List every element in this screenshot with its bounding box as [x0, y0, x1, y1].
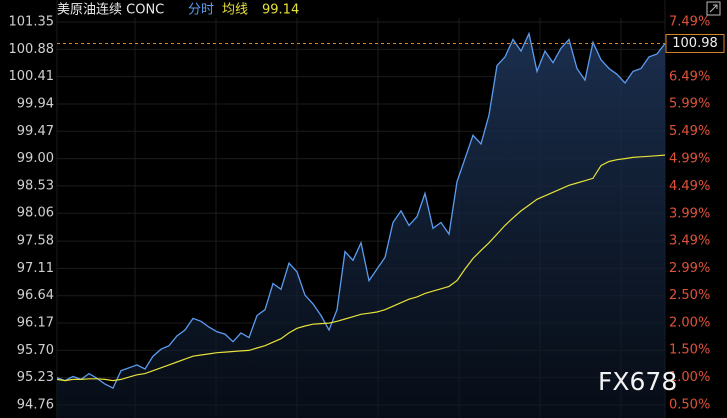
- price-area: [57, 33, 665, 418]
- y-tick-label: 97.58: [17, 234, 54, 249]
- y2-tick-label: 0.50%: [669, 398, 710, 413]
- instrument-title: 美原油连续 CONC: [57, 2, 164, 18]
- legend-average: 均线: [222, 3, 248, 18]
- y-tick-label: 97.11: [17, 261, 54, 276]
- last-price-tag: [665, 34, 725, 54]
- y-tick-label: 98.53: [17, 178, 54, 193]
- y-tick-label: 96.17: [17, 316, 54, 331]
- y2-tick-label: 2.00%: [669, 315, 710, 330]
- y2-tick-label: 4.49%: [669, 179, 710, 194]
- y-tick-label: 95.23: [17, 370, 54, 385]
- y2-tick-label: 4.99%: [669, 151, 710, 166]
- y-tick-label: 98.06: [17, 206, 54, 221]
- y2-tick-label: 3.49%: [669, 234, 710, 249]
- y-tick-label: 94.76: [17, 398, 54, 413]
- y-tick-label: 101.35: [9, 15, 55, 30]
- last-price-label: 100.98: [672, 36, 718, 51]
- legend-price: 分时: [188, 3, 214, 18]
- y2-tick-label: 7.49%: [669, 15, 710, 30]
- y-tick-label: 96.64: [17, 288, 54, 303]
- watermark: FX678: [598, 367, 677, 396]
- y-tick-label: 100.88: [9, 42, 55, 57]
- plot-layer: [56, 21, 666, 418]
- average-line: [56, 154, 666, 382]
- y2-tick-label: 1.50%: [669, 343, 710, 358]
- y-tick-label: 99.00: [17, 151, 54, 166]
- price-line: [56, 31, 666, 389]
- y2-tick-label: 6.49%: [669, 69, 710, 84]
- y-tick-label: 100.41: [9, 69, 55, 84]
- y-tick-label: 99.94: [17, 96, 54, 111]
- y2-tick-label: 3.99%: [669, 206, 710, 221]
- y2-tick-label: 2.50%: [669, 288, 710, 303]
- y2-tick-label: 5.99%: [669, 97, 710, 112]
- y-tick-label: 95.70: [17, 343, 54, 358]
- y2-tick-label: 1.00%: [669, 370, 710, 385]
- average-value: 99.14: [262, 3, 299, 18]
- y2-tick-label: 2.99%: [669, 261, 710, 276]
- y2-tick-label: 5.49%: [669, 124, 710, 139]
- y-tick-label: 99.47: [17, 124, 54, 139]
- settings-icon[interactable]: [706, 1, 721, 16]
